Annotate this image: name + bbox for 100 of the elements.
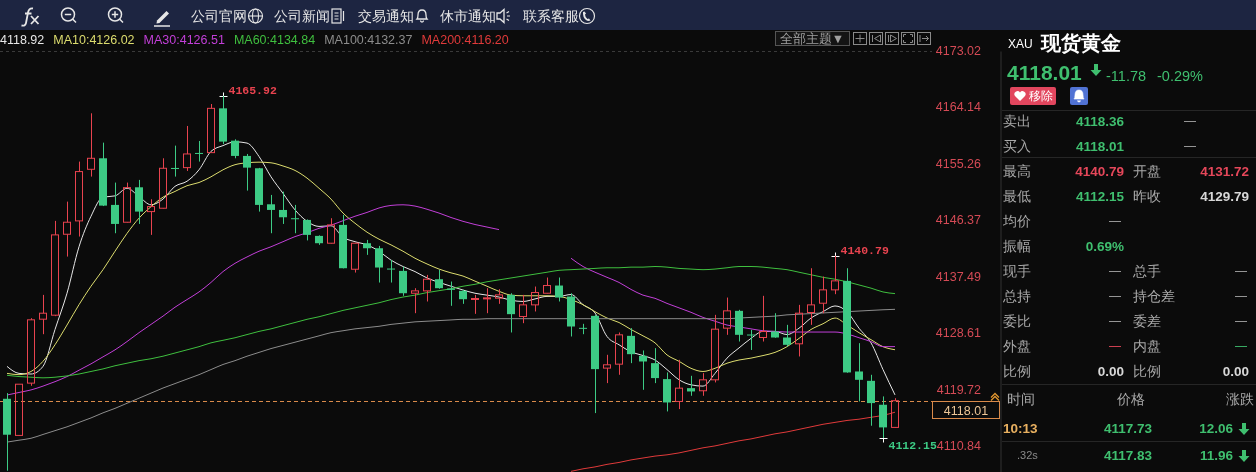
text: 委差 (1133, 313, 1161, 329)
y-tick-label: 4164.14 (935, 100, 982, 115)
text: 4118.36 (1075, 113, 1125, 129)
text: 内盘 (1133, 338, 1161, 354)
candlestick (855, 342, 863, 402)
candlestick (399, 266, 407, 297)
text: 公司官网 (191, 8, 247, 24)
text: XAU (1008, 37, 1033, 51)
candlestick (183, 125, 191, 172)
candlestick (507, 292, 515, 333)
text: 涨跌 (1226, 391, 1254, 407)
text: — (1235, 314, 1247, 328)
y-tick-label: 4110.84 (936, 439, 982, 454)
text: 委比 (1003, 313, 1031, 329)
candlestick (159, 157, 167, 209)
text: 最高 (1003, 163, 1031, 179)
candlestick (483, 287, 491, 314)
text: 4118.01 (1007, 60, 1083, 84)
text: 交易通知 (358, 8, 414, 24)
candlestick (651, 347, 659, 384)
line-series (6, 141, 896, 396)
text: 休市通知 (440, 8, 496, 24)
text: 现货黄金 (1040, 32, 1121, 54)
candlestick (171, 145, 179, 178)
text: 昨收 (1133, 188, 1161, 204)
text: 价格 (1116, 391, 1145, 407)
candlestick (747, 329, 755, 351)
text: — (1235, 264, 1247, 278)
candlestick (195, 140, 203, 163)
candlestick (279, 191, 287, 225)
text: — (1109, 264, 1121, 278)
text: 0.00 (1097, 363, 1124, 379)
candlestick (759, 295, 767, 343)
candlestick (687, 375, 695, 397)
text: 总手 (1132, 263, 1161, 279)
text: 4117.83 (1103, 447, 1153, 463)
text: 外盘 (1003, 338, 1031, 354)
candlestick (807, 267, 815, 326)
line-series (6, 266, 896, 379)
text: 4131.72 (1200, 163, 1249, 179)
candlestick (723, 297, 731, 336)
annotation: 4112.15 (888, 439, 937, 452)
text: -11.78 (1106, 68, 1147, 84)
candlestick (819, 276, 827, 314)
text: 比例 (1003, 363, 1031, 379)
text: 卖出 (1003, 113, 1031, 129)
text: MA10:4126.02 (53, 33, 135, 47)
candlestick (435, 269, 443, 290)
text: 总持 (1002, 288, 1031, 304)
candlestick (111, 182, 119, 234)
text: 均价 (1002, 213, 1031, 229)
candlestick (147, 198, 155, 236)
candlestick (627, 327, 635, 364)
y-tick-label: 4137.49 (935, 269, 982, 284)
candlestick (207, 103, 215, 154)
y-tick-label: 4119.72 (936, 382, 982, 397)
text: MA100:4132.37 (324, 33, 413, 47)
ref-line-label: 4118.01 (943, 403, 989, 418)
text: — (1235, 289, 1247, 303)
text: 4129.79 (1200, 188, 1249, 204)
candlestick (87, 112, 95, 178)
candlestick (675, 359, 683, 410)
candlestick (291, 204, 299, 234)
text: — (1184, 114, 1196, 128)
text: — (1109, 289, 1121, 303)
candlestick (39, 294, 47, 335)
text: 10:13 (1003, 420, 1039, 436)
text: — (1235, 339, 1247, 353)
text: .32s (1017, 449, 1039, 461)
text: 12.06 (1199, 420, 1234, 436)
candlestick (375, 245, 383, 284)
candlestick (783, 324, 791, 347)
text: 0.00 (1222, 363, 1249, 379)
candlestick (243, 153, 251, 192)
text: 时间 (1007, 391, 1035, 407)
candlestick (495, 288, 503, 305)
text: 4118.01 (1075, 138, 1125, 154)
text: 4112.15 (1075, 188, 1125, 204)
text: MA60:4134.84 (233, 33, 316, 47)
y-tick-label: 4173.02 (935, 43, 982, 58)
candlestick (555, 277, 563, 302)
text: 公司新闻 (274, 8, 330, 24)
text: — (1184, 139, 1196, 153)
text: 4140.79 (1075, 163, 1124, 179)
text: 振幅 (1003, 238, 1031, 254)
candlestick (711, 314, 719, 383)
candlestick (411, 287, 419, 314)
y-tick-label: 4146.37 (935, 213, 982, 228)
annotation: 4165.92 (228, 84, 277, 97)
candlestick (699, 372, 707, 397)
text: 联系客服 (523, 8, 579, 24)
y-tick-label: 4155.26 (935, 156, 982, 171)
candlestick (663, 371, 671, 412)
candlestick (303, 218, 311, 241)
candlestick (603, 354, 611, 384)
annotation: 4140.79 (840, 244, 889, 257)
text: 全部主题▼ (779, 30, 845, 46)
text: 开盘 (1133, 163, 1161, 179)
candlestick (615, 331, 623, 376)
text: — (1109, 314, 1121, 328)
